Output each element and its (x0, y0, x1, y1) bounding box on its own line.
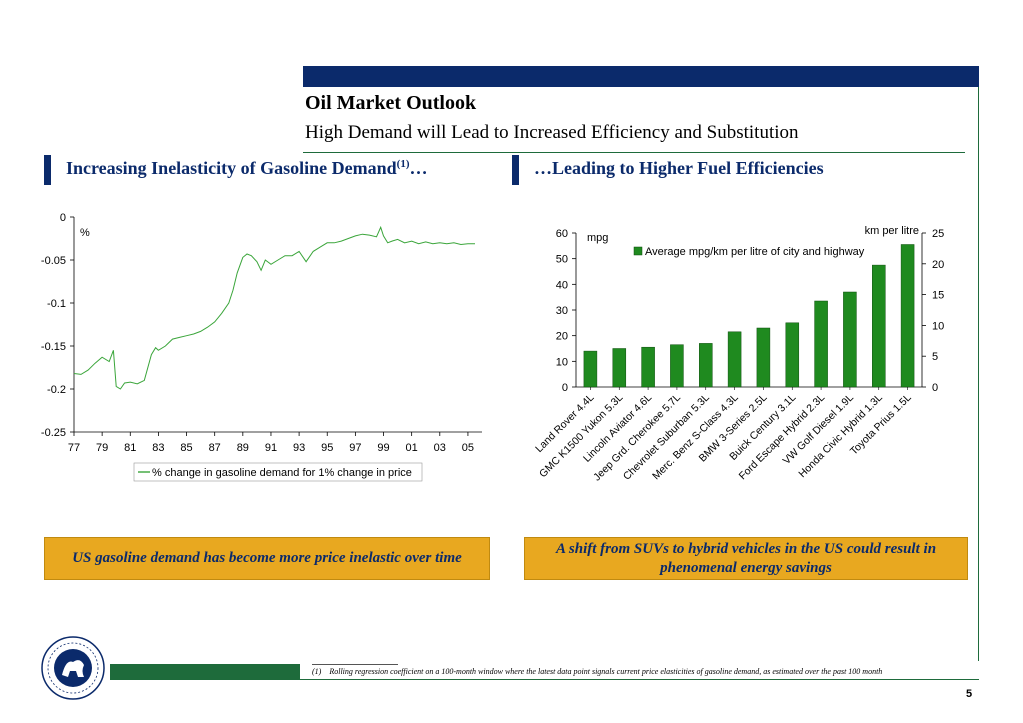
bar-chart-left-tick-label: 40 (556, 279, 568, 291)
efficiency-bar (756, 327, 771, 388)
left-section-title: Increasing Inelasticity of Gasoline Dema… (66, 158, 428, 179)
bar-chart-left-tick-label: 30 (556, 305, 568, 317)
footnote-text: Rolling regression coefficient on a 100-… (329, 667, 883, 676)
line-chart-x-tick-label: 05 (462, 442, 474, 454)
elasticity-series-line (73, 225, 475, 390)
line-chart-x-tick-label: 91 (265, 442, 277, 454)
company-logo-emblem (41, 636, 105, 700)
efficiency-bar (727, 331, 742, 388)
line-chart-y-tick-label: 0 (60, 212, 66, 224)
left-section-title-text: Increasing Inelasticity of Gasoline Dema… (66, 158, 397, 178)
line-chart-x-ticks: 77 79 81 83 85 87 89 91 93 95 97 99 01 03 05 (68, 432, 474, 454)
footer-bar (110, 664, 300, 680)
right-callout: A shift from SUVs to hybrid vehicles in … (524, 537, 968, 580)
right-section-marker (512, 155, 519, 185)
bar-chart-right-tick-label: 25 (932, 228, 944, 240)
line-chart-axes (73, 217, 482, 433)
bar-chart-left-tick-label: 50 (556, 254, 568, 266)
line-chart-y-ticks: 0 -0.05 -0.1 -0.15 -0.2 -0.25 (41, 212, 74, 439)
efficiency-bar (583, 350, 598, 388)
line-chart-x-tick-label: 85 (180, 442, 192, 454)
efficiency-bar (699, 343, 713, 388)
right-section-title: …Leading to Higher Fuel Efficiencies (534, 158, 824, 178)
line-chart-x-tick-label: 89 (237, 442, 249, 454)
efficiency-bar (785, 322, 800, 388)
line-chart-x-tick-label: 99 (377, 442, 389, 454)
bar-chart-legend: Average mpg/km per litre of city and hig… (633, 246, 865, 258)
right-border-rule (978, 87, 979, 661)
page-title: Oil Market Outlook (305, 92, 477, 114)
header-bar (303, 66, 979, 87)
bar-chart-left-tick-label: 10 (556, 356, 568, 368)
line-chart-x-tick-label: 87 (209, 442, 221, 454)
bar-chart-right-tick-label: 15 (932, 290, 944, 302)
efficiency-bar (900, 244, 915, 388)
elasticity-line-chart: 0 -0.05 -0.1 -0.15 -0.2 -0.25 77 79 81 83 85 87 89 9… (41, 212, 482, 482)
bar-chart-legend-swatch (633, 246, 643, 256)
line-chart-x-tick-label: 95 (321, 442, 333, 454)
line-chart-x-tick-label: 03 (434, 442, 446, 454)
bar-chart-legend-label: Average mpg/km per litre of city and hig… (645, 246, 865, 258)
efficiency-bar (843, 291, 857, 388)
bar-chart-left-tick-label: 20 (556, 331, 568, 343)
bar-chart-right-tick-label: 10 (932, 320, 944, 332)
bar-chart-right-tick-label: 0 (932, 382, 938, 394)
footer-rule (300, 679, 979, 680)
efficiency-bar (670, 344, 684, 388)
line-chart-y-tick-label: -0.2 (47, 384, 66, 396)
bar-chart-right-tick-label: 20 (932, 259, 944, 271)
footnote-separator (312, 664, 398, 665)
bar-chart-right-unit-label: km per litre (865, 225, 919, 237)
bar-chart-left-tick-label: 60 (556, 228, 568, 240)
line-chart-x-tick-label: 93 (293, 442, 305, 454)
bar-chart-left-unit-label: mpg (587, 232, 608, 244)
page-number: 5 (966, 688, 973, 700)
bar-chart-left-tick-label: 0 (562, 382, 568, 394)
left-section-marker (44, 155, 51, 185)
line-chart-x-tick-label: 77 (68, 442, 80, 454)
fuel-efficiency-bar-chart: 0 10 20 30 40 50 60 0 5 10 15 20 25 Land Rover 4.4L… (533, 225, 944, 483)
line-chart-x-tick-label: 83 (152, 442, 164, 454)
bar-chart-left-y-ticks: 0 10 20 30 40 50 60 (556, 228, 576, 394)
footnote-marker: (1) (312, 667, 322, 676)
line-chart-y-tick-label: -0.15 (41, 341, 66, 353)
header-divider (303, 152, 965, 153)
bar-chart-right-tick-label: 5 (932, 351, 938, 363)
line-chart-legend-box (133, 462, 423, 482)
page-subtitle: High Demand will Lead to Increased Effic… (305, 122, 799, 143)
bar-chart-bars (583, 244, 915, 388)
efficiency-bar (612, 348, 627, 388)
line-chart-x-tick-label: 97 (349, 442, 361, 454)
line-chart-y-tick-label: -0.1 (47, 298, 66, 310)
efficiency-bar (872, 264, 886, 388)
line-chart-y-tick-label: -0.05 (41, 255, 66, 267)
footnote: (1) Rolling regression coefficient on a … (312, 667, 882, 676)
line-chart-x-tick-label: 79 (96, 442, 108, 454)
line-chart-x-tick-label: 81 (124, 442, 136, 454)
efficiency-bar (814, 300, 828, 388)
left-section-title-footnote-ref: (1) (396, 158, 410, 170)
line-chart-x-tick-label: 01 (406, 442, 418, 454)
efficiency-bar (641, 346, 655, 388)
line-chart-legend-label: % change in gasoline demand for 1% chang… (152, 467, 412, 479)
bar-chart-right-y-ticks: 0 5 10 15 20 25 (922, 228, 944, 394)
line-chart-y-unit-label: % (80, 227, 90, 239)
left-callout: US gasoline demand has become more price… (44, 537, 490, 580)
line-chart-legend: % change in gasoline demand for 1% chang… (133, 462, 423, 482)
left-section-title-suffix: … (409, 158, 428, 178)
line-chart-y-tick-label: -0.25 (41, 427, 66, 439)
